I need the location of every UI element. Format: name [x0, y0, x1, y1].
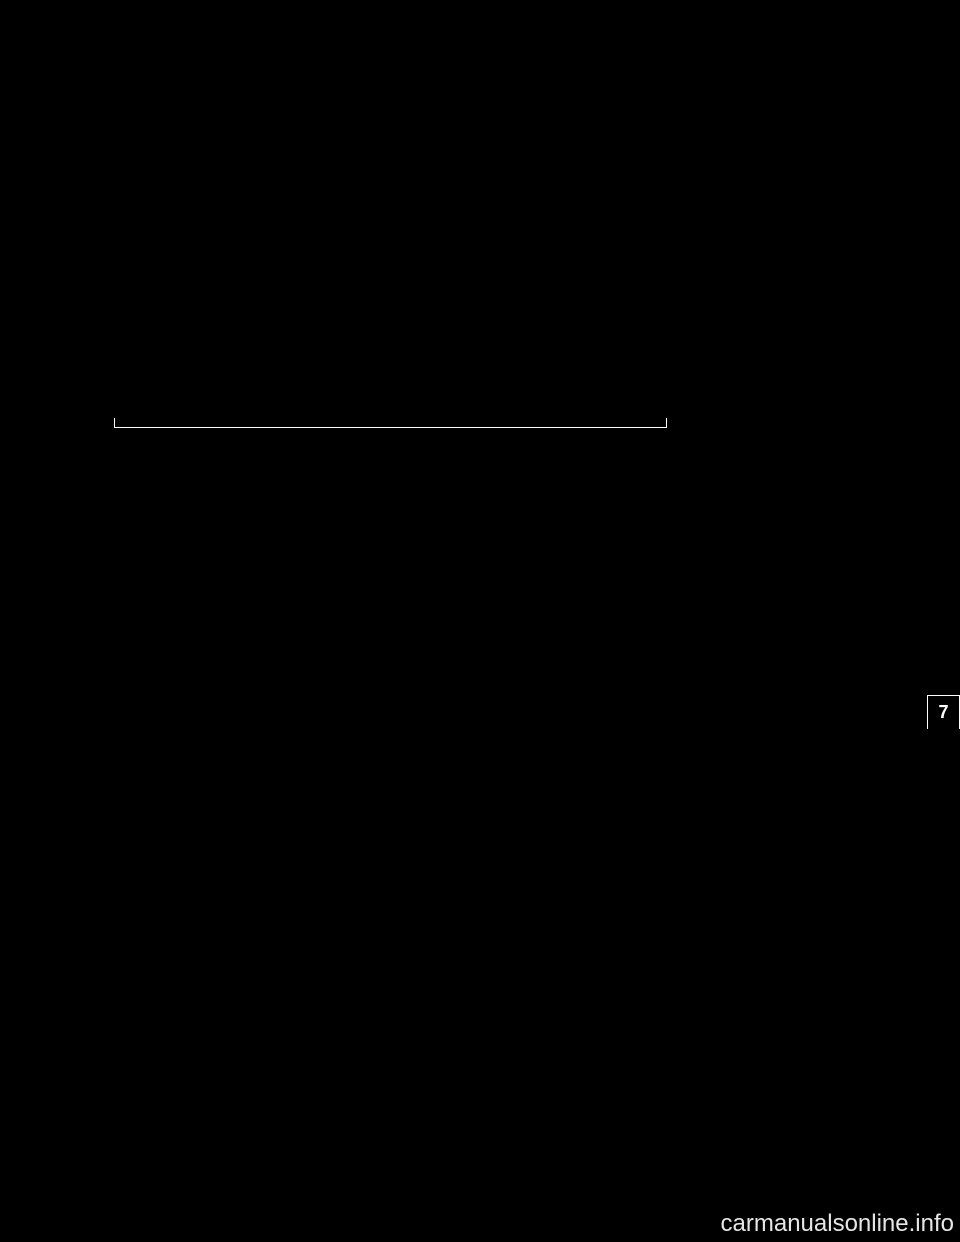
- divider-left-tick: [114, 418, 115, 427]
- page-tab-number: 7: [938, 702, 948, 723]
- page-tab: 7: [927, 695, 960, 729]
- watermark-text: carmanualsonline.info: [721, 1210, 954, 1238]
- divider-right-tick: [666, 418, 667, 427]
- divider-line: [114, 427, 667, 428]
